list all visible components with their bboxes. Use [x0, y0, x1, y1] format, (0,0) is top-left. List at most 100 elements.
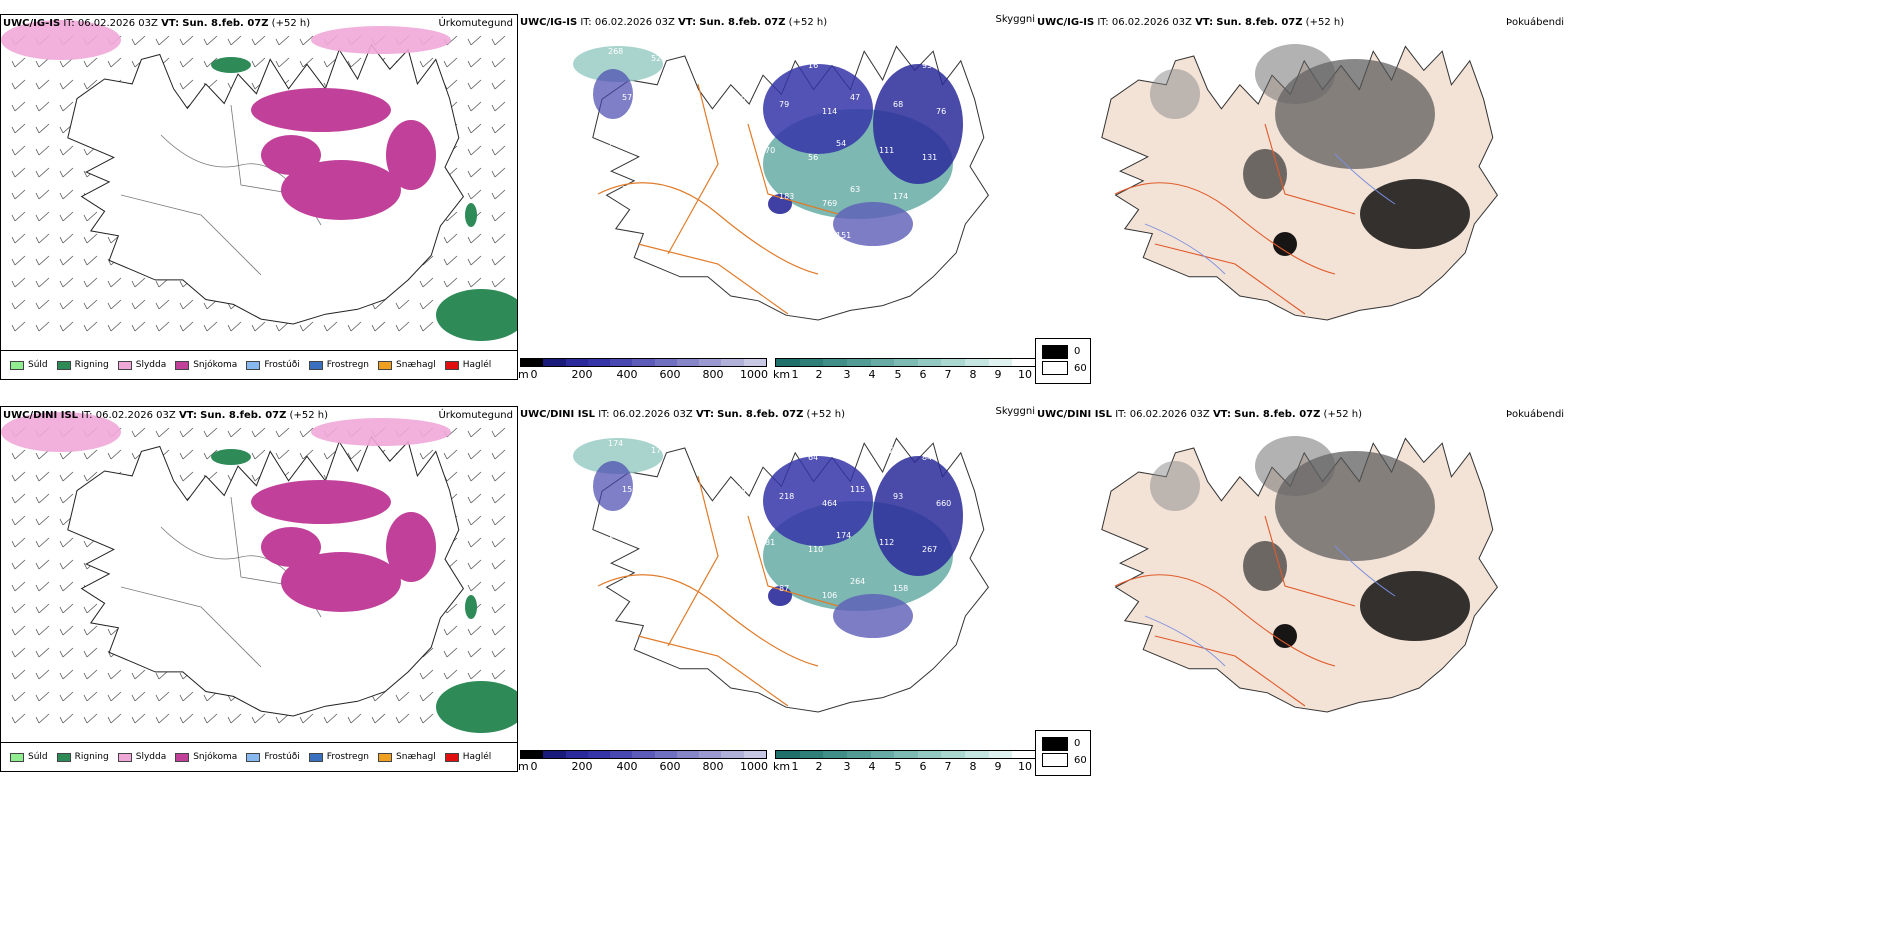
fog-legend-swatch [1042, 345, 1068, 359]
legend-label: Súld [28, 360, 48, 370]
cloud-base-value: 76 [736, 185, 746, 194]
wind-barb [419, 691, 434, 702]
precip-type-label: Úrkomutegund [438, 18, 513, 29]
wind-barb [179, 321, 194, 332]
cloud-base-value: 99 [665, 192, 675, 201]
wind-barb [227, 713, 242, 724]
colorbar-tick: 8 [969, 368, 977, 380]
legend-label: Snjókoma [193, 752, 238, 762]
wind-barb [467, 581, 482, 592]
colorbar-segment [1012, 359, 1035, 366]
legend-label: Frostúði [264, 360, 300, 370]
cloud-base-value: 132 [665, 492, 680, 501]
wind-barb [59, 189, 74, 200]
legend-swatch [308, 360, 323, 370]
colorbar-unit: km [773, 760, 791, 772]
colorbar-strip [520, 750, 767, 759]
wind-barb [11, 515, 26, 526]
wind-barb [131, 691, 146, 702]
wind-barb [35, 255, 50, 266]
cloud-base-value: 199 [808, 637, 823, 646]
wind-barb [59, 277, 74, 288]
cloud-base-value: 93 [893, 492, 903, 501]
colorbar-segment [776, 359, 800, 366]
cloud-base-value: 81 [694, 545, 704, 554]
wind-barb [131, 35, 146, 46]
fog-panel-top: UWC/IG-IS IT: 06.02.2026 03Z VT: Sun. 8.… [1035, 14, 1900, 334]
wind-barb [491, 647, 506, 658]
cloud-base-value: 185 [808, 245, 823, 254]
cloud-base-value: 79 [779, 100, 789, 109]
colorbar-tick: 5 [894, 760, 902, 772]
cloud-base-value: 111 [722, 139, 737, 148]
colorbar-tick: 4 [868, 760, 876, 772]
legend-swatch [246, 752, 261, 762]
wind-barb [467, 57, 482, 68]
wind-barb [419, 299, 434, 310]
visibility-colorbar: km 1 2 3 4 5 6 7 8 9 10 [773, 358, 1035, 380]
wind-barb [35, 299, 50, 310]
cloud-base-value: 31 [836, 439, 846, 448]
wind-barb [83, 277, 98, 288]
wind-barb [11, 493, 26, 504]
wind-barb [203, 35, 218, 46]
colorbar-tick: 200 [571, 368, 593, 380]
wind-barb [251, 321, 266, 332]
cloud-base-value: 68 [893, 100, 903, 109]
cloud-base-value: 63 [850, 185, 860, 194]
wind-barb [83, 713, 98, 724]
legend-label: Frostúði [264, 752, 300, 762]
wind-barb [59, 79, 74, 90]
colorbar-segment [654, 359, 677, 366]
wind-barb [491, 493, 506, 504]
cloud-base-area [873, 456, 963, 576]
wind-barb [179, 713, 194, 724]
cloud-base-value: 33 [608, 231, 618, 240]
wind-barb [395, 691, 410, 702]
wind-barb [491, 255, 506, 266]
panel-title: UWC/DINI ISL IT: 06.02.2026 03Z VT: Sun.… [3, 410, 328, 421]
colorbar-tick: 2 [815, 760, 823, 772]
wind-barb [83, 233, 98, 244]
fog-legend-bottom: 0 60 [1035, 730, 1091, 776]
legend-swatch [175, 752, 190, 762]
snow-area [281, 160, 401, 220]
wind-barb [35, 57, 50, 68]
wind-barb [491, 471, 506, 482]
cloud-base-value: 54 [836, 139, 846, 148]
rain-area [436, 289, 517, 341]
wind-barb [467, 669, 482, 680]
rain-area [436, 681, 517, 733]
wind-barb [443, 57, 458, 68]
cloud-base-value: 64 [808, 453, 818, 462]
cloud-base-value: 74 [622, 577, 632, 586]
cloud-base-value: 193 [936, 591, 951, 600]
wind-barb [347, 449, 362, 460]
wind-barb [491, 515, 506, 526]
wind-barb [203, 449, 218, 460]
wind-barb [491, 537, 506, 548]
wind-barb [59, 559, 74, 570]
colorbar-tick: 200 [571, 760, 593, 772]
panel-title: UWC/IG-IS IT: 06.02.2026 03Z VT: Sun. 8.… [3, 18, 311, 29]
rain-area [211, 57, 251, 73]
fog-area [1360, 571, 1470, 641]
wind-barb [467, 647, 482, 658]
legend-item: Súld [10, 752, 48, 762]
wind-barb [251, 427, 266, 438]
legend-label: Súld [28, 752, 48, 762]
colorbar-segment [870, 751, 895, 758]
legend-item: Haglél [444, 360, 491, 370]
colorbar-segment [941, 359, 966, 366]
cloud-base-value: 172 [722, 623, 737, 632]
cloud-base-value: 106 [822, 591, 837, 600]
wind-barb [419, 669, 434, 680]
colorbar-strip [775, 358, 1035, 367]
wind-barb [443, 647, 458, 658]
fog-label: Þokuábendi [1506, 409, 1565, 420]
colorbar-strip [520, 358, 767, 367]
precip-legend: Súld Rigning Slydda Snjókoma Frostúði Frostre… [1, 742, 517, 771]
wind-barb [11, 713, 26, 724]
wind-barb [107, 691, 122, 702]
cloud-base-value: 87 [694, 245, 704, 254]
